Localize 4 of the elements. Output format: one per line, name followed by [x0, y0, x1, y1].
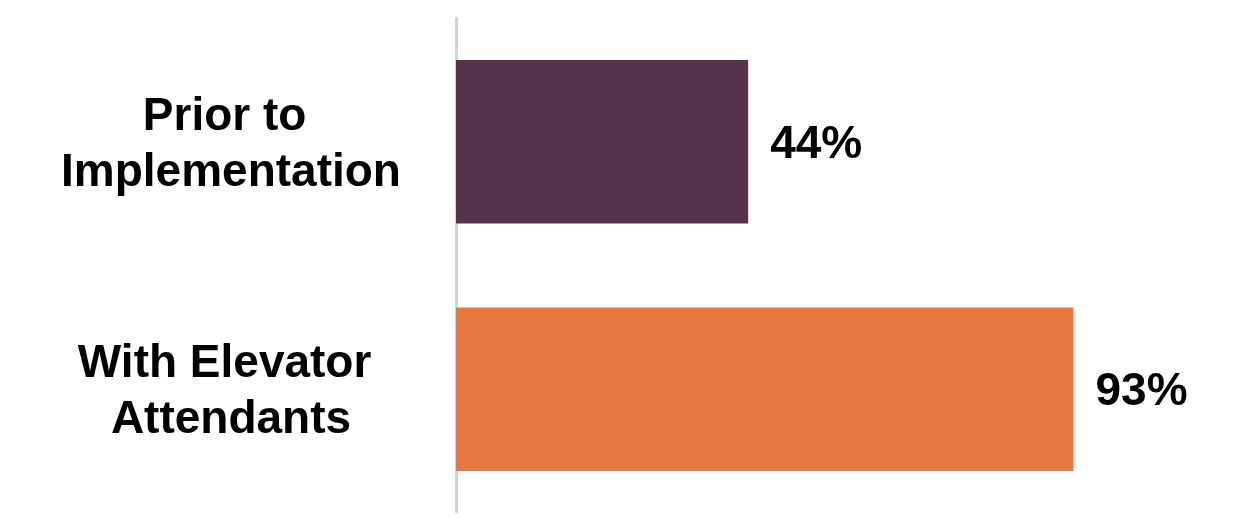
y-tick-label: Prior to Implementation: [61, 87, 401, 196]
y-tick-label: With Elevator Attendants: [77, 335, 385, 444]
data-label: 93%: [1095, 363, 1188, 416]
data-label: 44%: [770, 115, 863, 168]
